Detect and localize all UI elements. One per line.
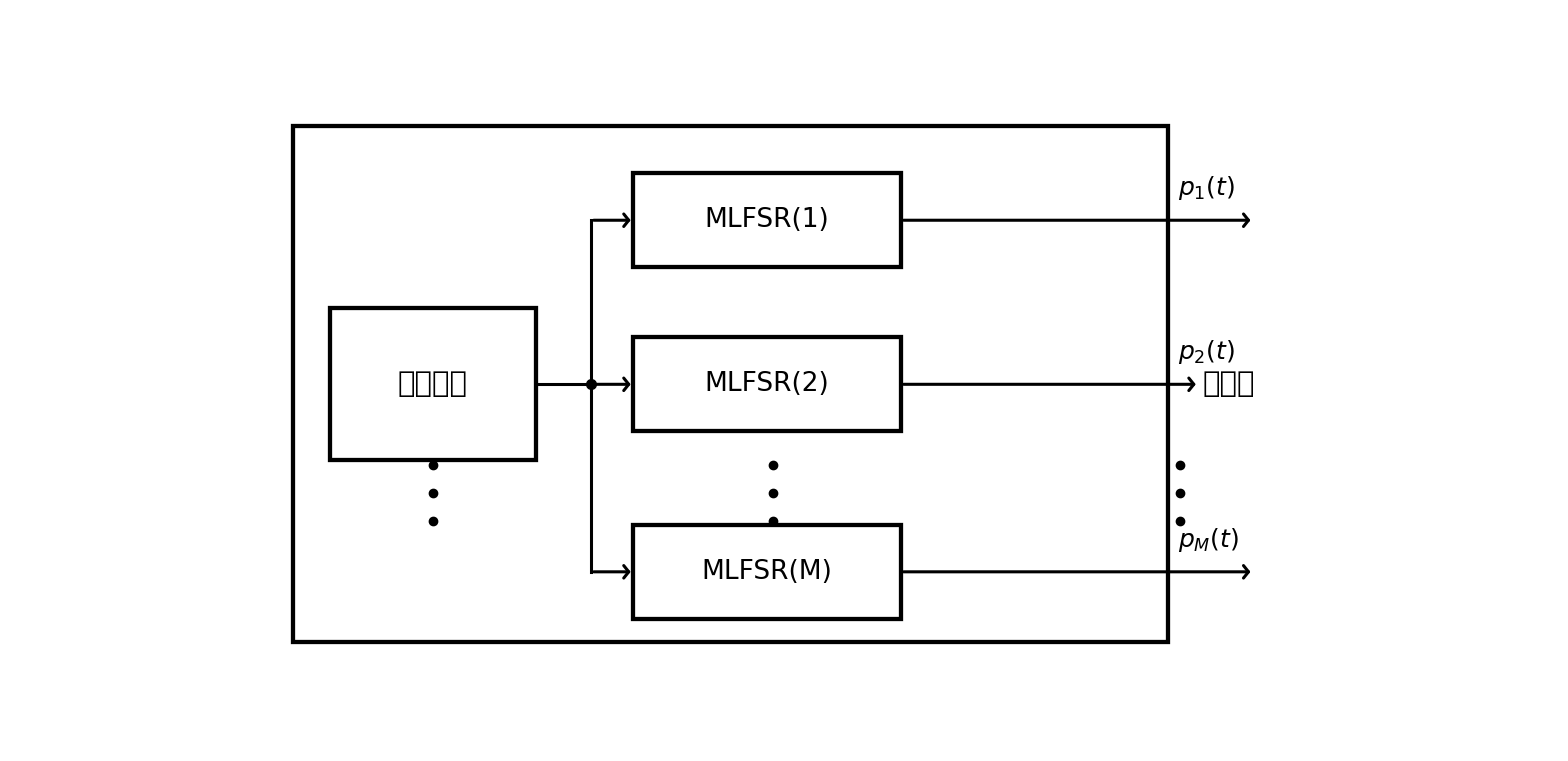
Text: MLFSR(1): MLFSR(1)	[704, 207, 829, 233]
Bar	[633, 525, 900, 619]
Text: 输出端: 输出端	[1203, 371, 1254, 398]
Text: 控制时钟: 控制时钟	[398, 371, 467, 398]
Bar	[329, 308, 536, 460]
Bar	[633, 337, 900, 431]
Text: $p_M(t)$: $p_M(t)$	[1178, 526, 1239, 553]
Text: $p_2(t)$: $p_2(t)$	[1178, 338, 1236, 366]
Text: MLFSR(M): MLFSR(M)	[702, 559, 833, 584]
Bar	[633, 174, 900, 267]
Bar	[293, 126, 1168, 642]
Text: $p_1(t)$: $p_1(t)$	[1178, 174, 1236, 202]
Text: MLFSR(2): MLFSR(2)	[704, 371, 829, 397]
